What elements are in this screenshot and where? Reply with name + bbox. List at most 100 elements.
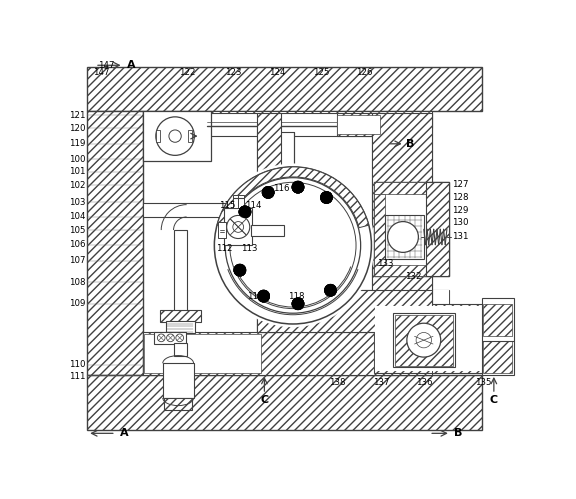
Text: 122: 122: [179, 68, 196, 77]
Text: 135: 135: [475, 378, 491, 387]
Wedge shape: [215, 165, 370, 228]
Text: 104: 104: [69, 213, 86, 222]
Circle shape: [320, 191, 332, 204]
Circle shape: [262, 186, 274, 199]
Bar: [257, 290, 449, 332]
Bar: [374, 264, 426, 276]
Text: 117: 117: [247, 292, 263, 301]
Bar: [251, 226, 283, 236]
Bar: [257, 290, 432, 332]
Text: 127: 127: [452, 180, 469, 189]
Bar: [207, 113, 385, 136]
Text: 114: 114: [245, 201, 262, 210]
Bar: [88, 111, 143, 375]
Circle shape: [292, 297, 304, 310]
Text: A: A: [120, 428, 128, 438]
Circle shape: [416, 332, 431, 348]
Text: 132: 132: [404, 272, 421, 281]
Bar: [154, 332, 186, 344]
Text: 105: 105: [69, 226, 86, 235]
Text: 106: 106: [69, 240, 86, 249]
Circle shape: [225, 178, 361, 313]
Circle shape: [257, 290, 270, 302]
Circle shape: [169, 130, 181, 142]
Circle shape: [234, 264, 246, 276]
Text: 128: 128: [452, 193, 469, 202]
Circle shape: [176, 334, 184, 342]
Text: C: C: [490, 395, 498, 405]
Circle shape: [211, 164, 374, 327]
Bar: [143, 111, 432, 375]
Circle shape: [239, 206, 251, 218]
Wedge shape: [217, 167, 369, 228]
Circle shape: [166, 334, 175, 342]
Bar: [483, 341, 512, 373]
Text: 116: 116: [273, 184, 290, 193]
Text: 120: 120: [69, 124, 86, 133]
Text: 109: 109: [69, 299, 86, 308]
Circle shape: [239, 206, 251, 218]
Bar: [233, 195, 244, 209]
Circle shape: [292, 297, 304, 310]
Circle shape: [214, 167, 372, 324]
Text: 125: 125: [313, 68, 329, 77]
Text: A: A: [127, 60, 136, 70]
Bar: [483, 304, 512, 336]
Bar: [257, 128, 280, 290]
Circle shape: [262, 186, 274, 199]
Bar: [426, 182, 449, 276]
Circle shape: [234, 264, 246, 276]
Bar: [372, 113, 432, 290]
Bar: [374, 182, 426, 194]
Text: 133: 133: [377, 259, 393, 268]
Bar: [374, 182, 449, 276]
Bar: [143, 111, 432, 116]
Bar: [143, 111, 432, 128]
Circle shape: [292, 181, 304, 193]
Circle shape: [257, 290, 270, 302]
Bar: [279, 132, 294, 229]
Bar: [88, 67, 482, 111]
Bar: [381, 115, 395, 134]
Circle shape: [292, 181, 304, 193]
Bar: [143, 203, 257, 217]
Circle shape: [257, 290, 270, 302]
Text: 115: 115: [219, 201, 236, 210]
Circle shape: [225, 178, 361, 313]
Bar: [144, 334, 262, 373]
Circle shape: [230, 182, 356, 308]
Bar: [173, 230, 187, 317]
Text: 129: 129: [452, 206, 469, 215]
Bar: [188, 130, 192, 142]
Circle shape: [211, 164, 374, 327]
Circle shape: [239, 206, 251, 218]
Bar: [393, 313, 454, 367]
Bar: [372, 113, 432, 290]
Text: 126: 126: [356, 68, 373, 77]
Text: 112: 112: [216, 244, 233, 253]
Text: 102: 102: [69, 181, 86, 190]
Circle shape: [324, 284, 336, 296]
Text: B: B: [406, 139, 415, 149]
Bar: [376, 306, 489, 371]
Text: 118: 118: [289, 292, 305, 301]
Text: 130: 130: [452, 218, 469, 227]
Text: 113: 113: [241, 244, 257, 253]
Text: 136: 136: [416, 378, 433, 387]
Bar: [144, 334, 262, 373]
Text: 111: 111: [69, 372, 86, 381]
Text: 124: 124: [269, 68, 286, 77]
Bar: [279, 165, 294, 172]
Circle shape: [157, 334, 165, 342]
Bar: [372, 113, 432, 332]
Bar: [482, 298, 514, 375]
Bar: [163, 363, 194, 398]
Text: 101: 101: [69, 167, 86, 176]
Bar: [166, 321, 195, 333]
Bar: [395, 315, 453, 366]
Bar: [160, 310, 201, 322]
Text: C: C: [260, 395, 268, 405]
Bar: [143, 332, 432, 375]
Text: 110: 110: [69, 360, 86, 369]
Circle shape: [292, 297, 304, 310]
